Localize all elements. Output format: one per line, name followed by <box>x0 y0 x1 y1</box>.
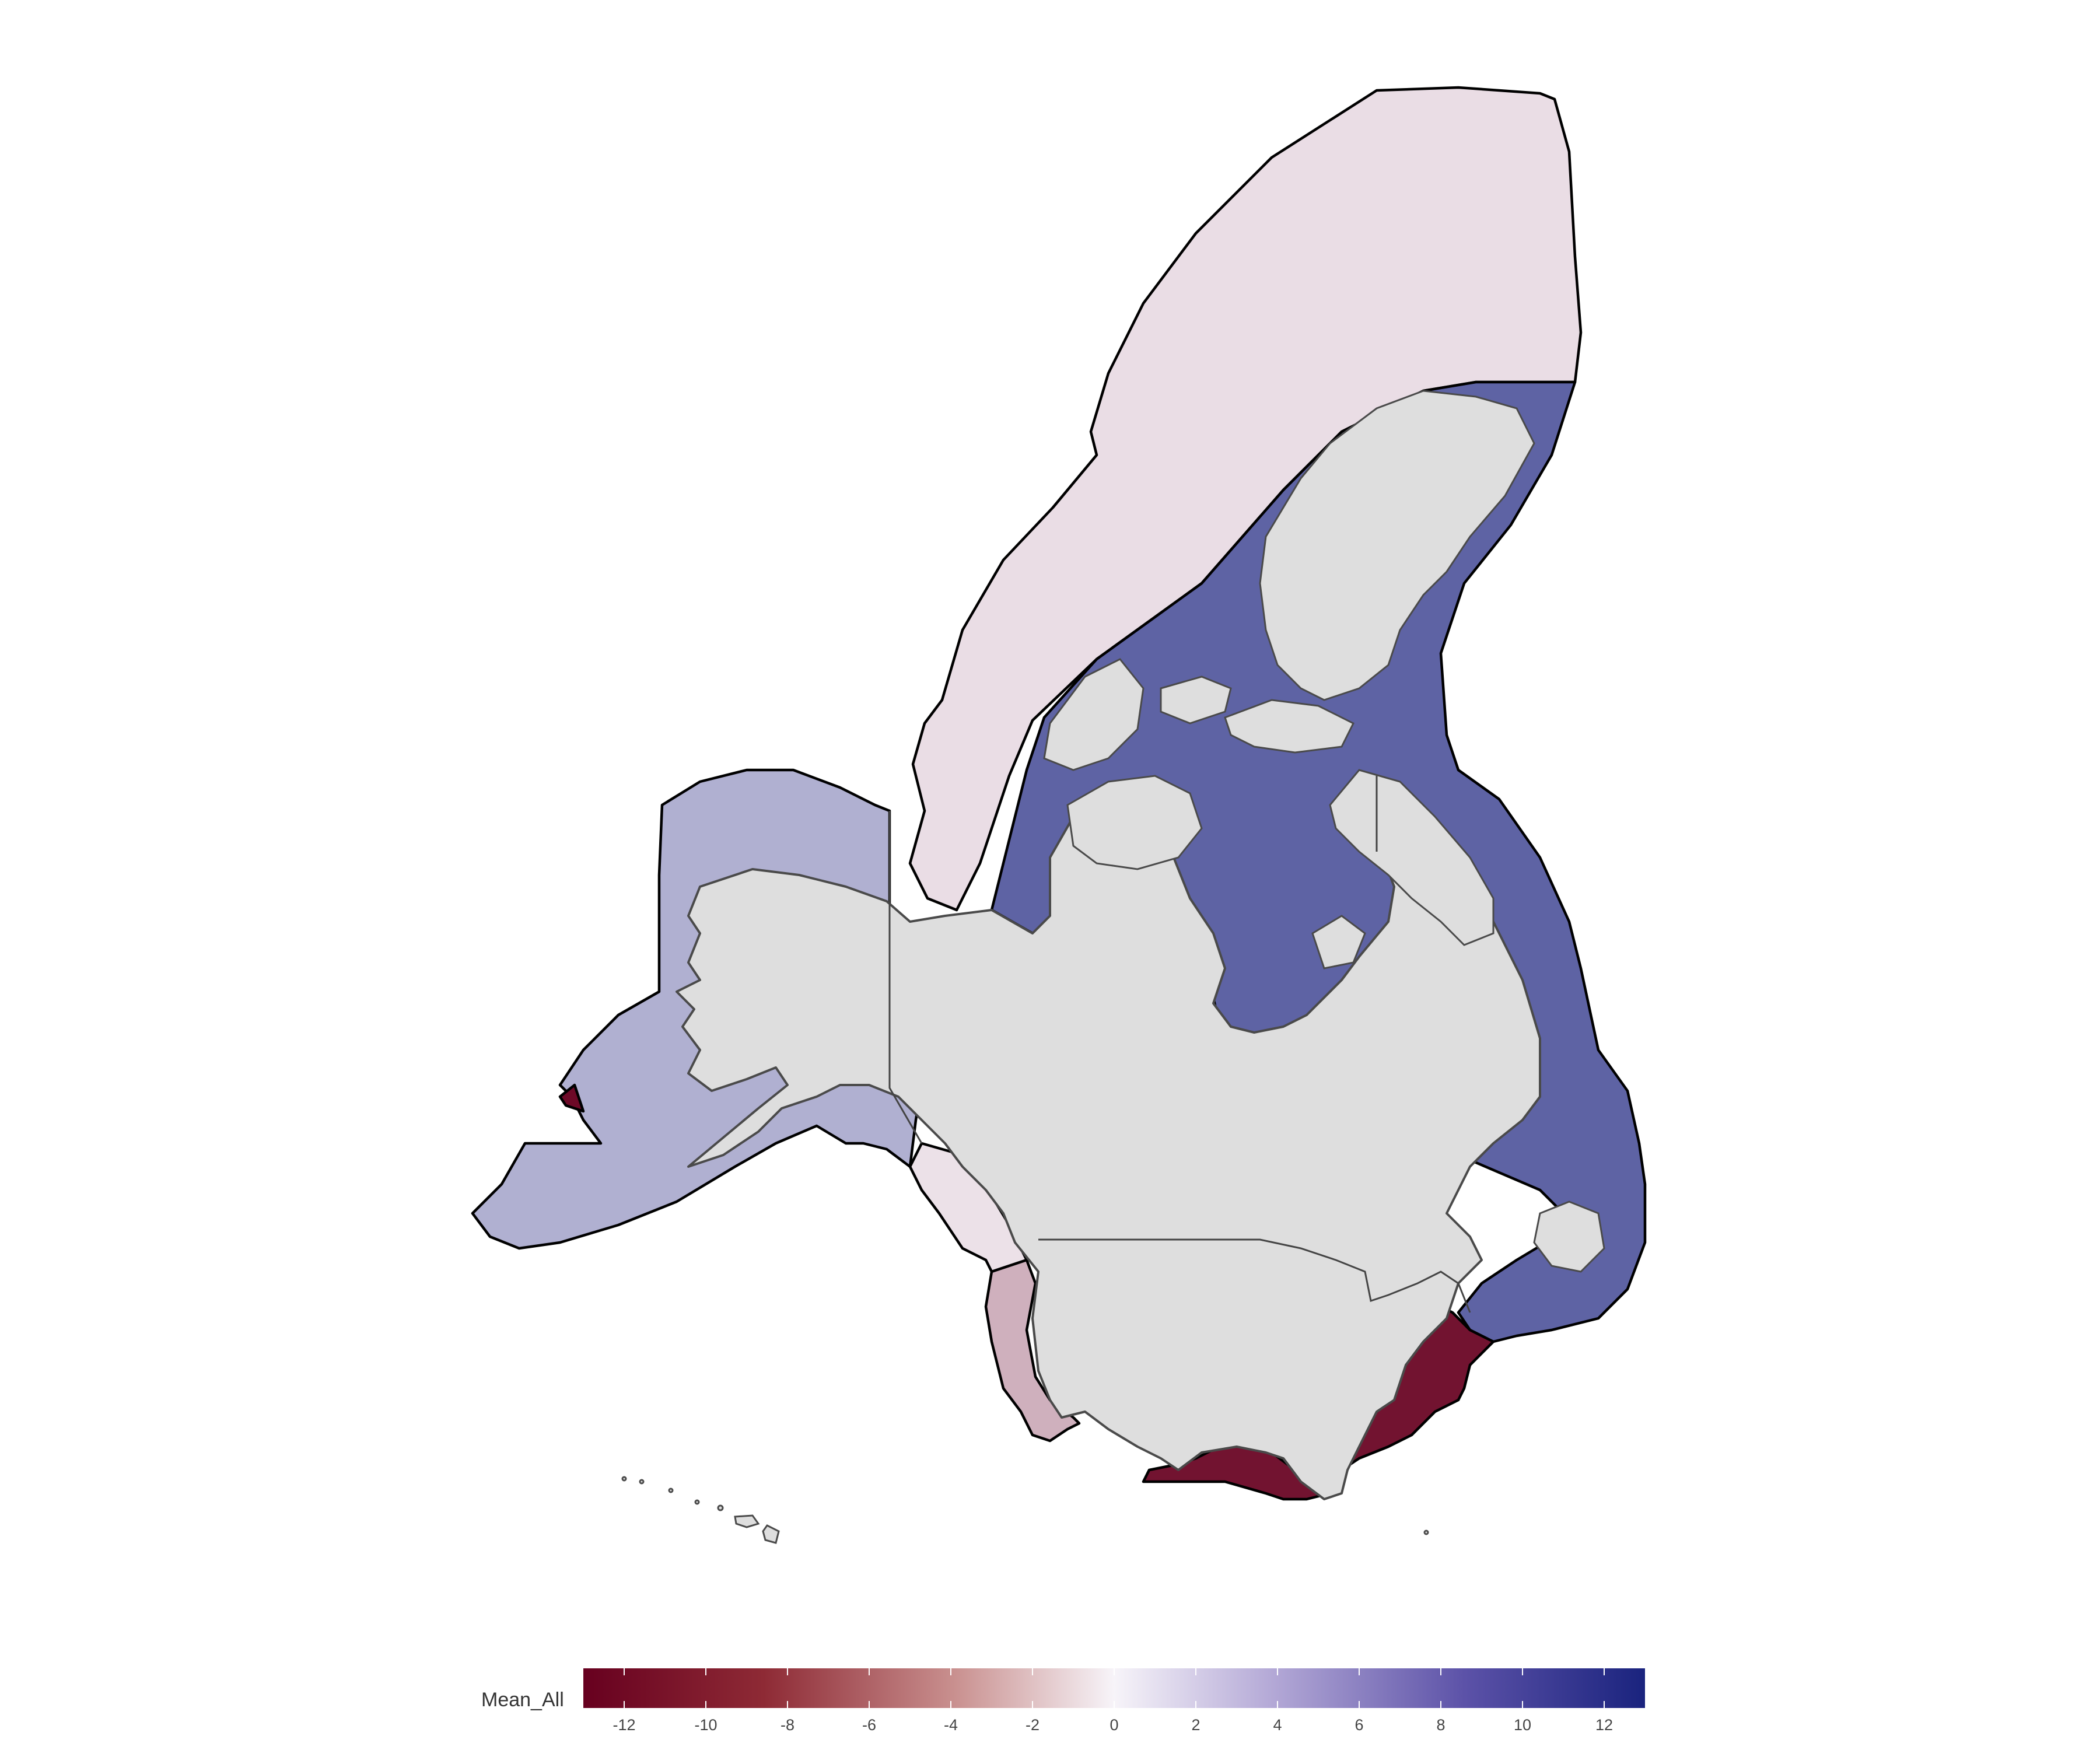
legend-tick-label: 12 <box>1595 1716 1613 1734</box>
legend-tick-label: 6 <box>1354 1716 1363 1734</box>
island-baffin <box>1329 769 1494 946</box>
region-us-west <box>984 1258 1081 1443</box>
legend-tick-label: 4 <box>1273 1716 1282 1734</box>
legend-tick-label: 8 <box>1436 1716 1445 1734</box>
legend-tick-label: -6 <box>862 1716 876 1734</box>
legend-tick-label: 0 <box>1110 1716 1118 1734</box>
island-devon <box>1224 699 1355 754</box>
legend-tick-label: 2 <box>1191 1716 1200 1734</box>
legend-tick-label: -12 <box>612 1716 635 1734</box>
region-aleutian-tip <box>558 1083 585 1113</box>
border-alaska-canada <box>888 811 923 1144</box>
border-us-canada <box>1038 1238 1471 1313</box>
island-ellesmere <box>1259 390 1535 701</box>
legend: Mean_All -12 -10 -8 -6 -4 -2 0 2 4 6 8 10 12 <box>481 1668 1645 1734</box>
legend-tick-label: -10 <box>694 1716 717 1734</box>
island-southampton <box>1311 915 1366 970</box>
island-melville <box>1160 676 1232 724</box>
island-banks <box>1043 658 1144 771</box>
region-arctic <box>908 86 1583 912</box>
legend-tick-label: -2 <box>1026 1716 1040 1734</box>
legend-tick-label: -8 <box>780 1716 794 1734</box>
legend-tick-label: -4 <box>944 1716 958 1734</box>
island-newfoundland <box>1533 1200 1605 1273</box>
island-victoria <box>1066 775 1203 870</box>
legend-tick-label: 10 <box>1514 1716 1531 1734</box>
legend-title: Mean_All <box>481 1689 564 1711</box>
hawaii-islands <box>621 1476 780 1544</box>
land-north-america <box>676 804 1541 1500</box>
legend-ticks: -12 -10 -8 -6 -4 -2 0 2 4 6 8 10 12 <box>612 1668 1613 1734</box>
bermuda <box>1423 1530 1429 1535</box>
